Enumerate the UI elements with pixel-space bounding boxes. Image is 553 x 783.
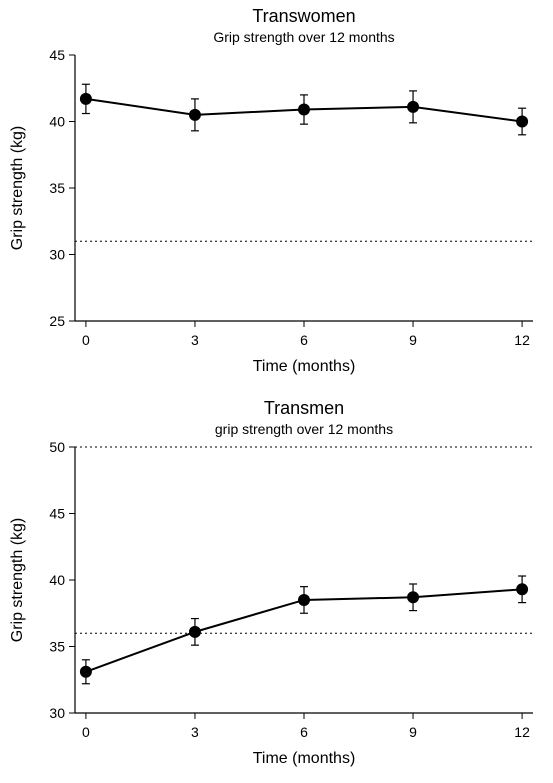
data-point [298, 104, 310, 116]
x-tick-label: 12 [514, 724, 530, 740]
x-tick-label: 9 [409, 332, 417, 348]
y-axis-label: Grip strength (kg) [9, 126, 26, 250]
y-tick-label: 25 [49, 313, 65, 329]
y-tick-label: 50 [49, 439, 65, 455]
data-point [80, 666, 92, 678]
top-chart-svg: Transwomen Grip strength over 12 months 25… [0, 0, 553, 391]
data-point [407, 591, 419, 603]
chart-title: Transmen [264, 398, 344, 418]
y-tick-label: 45 [49, 506, 65, 522]
x-tick-label: 6 [300, 332, 308, 348]
data-point [516, 583, 528, 595]
bottom-chart-svg: Transmengrip strength over 12 months3035… [0, 392, 553, 783]
data-point [298, 594, 310, 606]
x-tick-label: 0 [82, 724, 90, 740]
x-tick-label: 3 [191, 332, 199, 348]
chart-title: Transwomen [252, 6, 355, 26]
y-axis-label: Grip strength (kg) [9, 518, 26, 642]
y-tick-label: 35 [49, 639, 65, 655]
x-tick-label: 0 [82, 332, 90, 348]
bottom-chart-panel: Transmengrip strength over 12 months3035… [0, 392, 553, 783]
y-tick-label: 40 [49, 114, 65, 130]
chart-subtitle: grip strength over 12 months [215, 421, 393, 437]
chart-subtitle: Grip strength over 12 months [213, 29, 394, 45]
x-tick-label: 9 [409, 724, 417, 740]
x-axis-label: Time (months) [253, 750, 356, 767]
data-point [80, 93, 92, 105]
x-tick-label: 3 [191, 724, 199, 740]
x-tick-label: 6 [300, 724, 308, 740]
top-chart-panel: Transwomen Grip strength over 12 months 25… [0, 0, 553, 391]
page: Transwomen Grip strength over 12 months 25… [0, 0, 553, 783]
x-tick-label: 12 [514, 332, 530, 348]
y-tick-label: 45 [49, 47, 65, 63]
data-point [189, 109, 201, 121]
x-axis-label: Time (months) [253, 358, 356, 375]
data-point [516, 116, 528, 128]
y-tick-label: 30 [49, 705, 65, 721]
data-point [407, 101, 419, 113]
y-tick-label: 35 [49, 180, 65, 196]
y-tick-label: 30 [49, 247, 65, 263]
data-point [189, 626, 201, 638]
y-tick-label: 40 [49, 572, 65, 588]
